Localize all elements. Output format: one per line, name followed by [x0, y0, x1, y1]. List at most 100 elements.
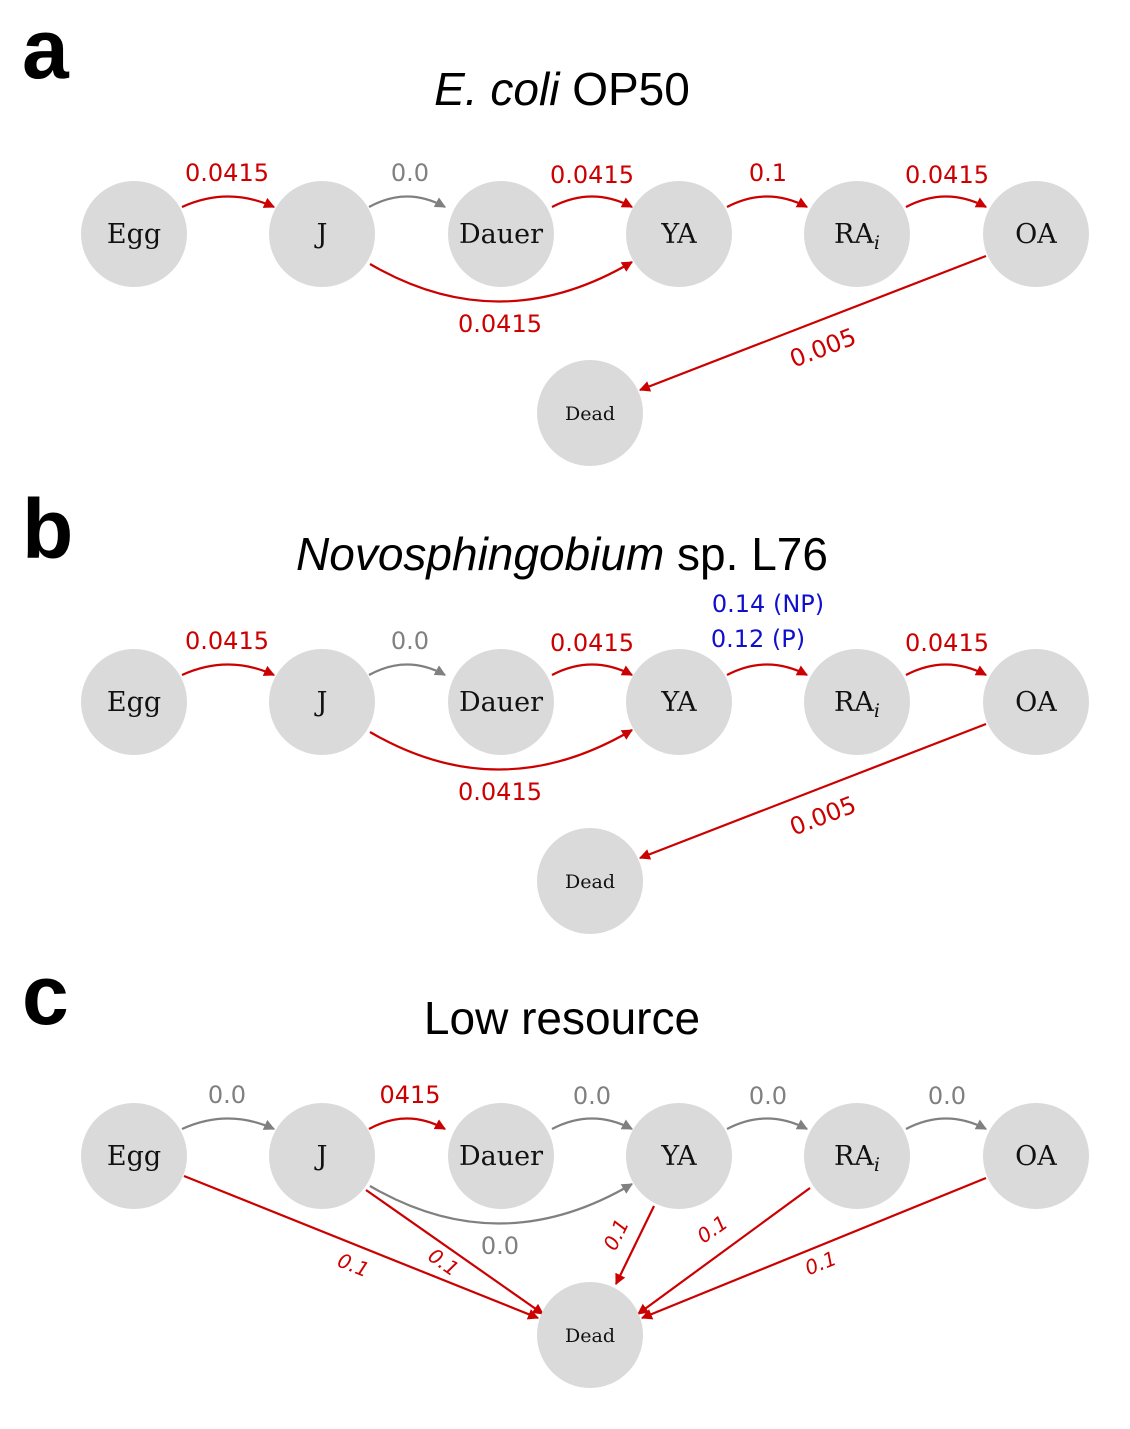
node-dead: Dead [537, 1282, 643, 1388]
node-label: Dauer [459, 1141, 543, 1172]
panel-letter: b [22, 482, 73, 576]
panel-title-italic: Novosphingobium [296, 528, 664, 580]
node-ra: RAi [804, 649, 910, 755]
rate-ya-ra-p: 0.12 (P) [711, 625, 805, 653]
rate-ra-oa: 0.0415 [905, 629, 989, 657]
rate-dauer-ya: 0.0 [573, 1082, 611, 1110]
node-label: OA [1015, 219, 1057, 250]
rate-egg-dead: 0.1 [334, 1248, 372, 1282]
node-label: RAi [834, 687, 880, 722]
edge-ya-ra [726, 195, 808, 208]
rate-ya-ra: 0.1 [749, 159, 787, 187]
node-ya: YA [626, 181, 732, 287]
node-egg: Egg [81, 1103, 187, 1209]
rate-egg-j: 0.0 [208, 1081, 246, 1109]
edge-ra-oa [905, 195, 987, 208]
node-j: J [269, 1103, 375, 1209]
rate-ra-oa: 0.0415 [905, 161, 989, 189]
edge-oa-dead [638, 722, 987, 860]
node-dead: Dead [537, 828, 643, 934]
panel-title-rest: sp. L76 [664, 528, 828, 580]
node-ya: YA [626, 649, 732, 755]
edge-ya-ra [726, 663, 808, 676]
edge-j-ya [369, 1183, 633, 1225]
edge-j-ya [369, 729, 633, 771]
rate-j-dauer: 0.0 [391, 159, 429, 187]
node-label: Dead [565, 1325, 615, 1347]
node-label: Egg [107, 687, 161, 718]
node-label: Dauer [459, 687, 543, 718]
rate-egg-j: 0.0415 [185, 627, 269, 655]
edge-ra-dead [637, 1187, 811, 1315]
node-dauer: Dauer [448, 181, 554, 287]
edge-j-dauer [368, 195, 446, 208]
node-label: OA [1015, 687, 1057, 718]
rate-j-ya: 0.0 [481, 1232, 519, 1260]
panel-title: Low resource [424, 992, 700, 1044]
node-label: OA [1015, 1141, 1057, 1172]
node-egg: Egg [81, 649, 187, 755]
node-label: J [314, 687, 328, 718]
panel-title-italic: E. coli [434, 63, 561, 115]
edge-ya-dead [615, 1205, 655, 1285]
rate-dauer-ya: 0.0415 [550, 629, 634, 657]
node-label: YA [660, 1141, 697, 1172]
node-label: Egg [107, 1141, 161, 1172]
edge-ra-oa [905, 663, 987, 676]
node-ra: RAi [804, 1103, 910, 1209]
node-label: YA [660, 219, 697, 250]
node-dead: Dead [537, 360, 643, 466]
edge-egg-j [181, 195, 276, 209]
node-j: J [269, 649, 375, 755]
node-label: Dead [565, 403, 615, 425]
edge-egg-j [181, 1117, 276, 1131]
rate-j-dauer: 0415 [379, 1081, 440, 1109]
rate-j-ya: 0.0415 [458, 310, 542, 338]
edge-j-ya [369, 261, 633, 303]
edge-ra-oa [905, 1117, 987, 1130]
edge-j-dauer [368, 1117, 446, 1130]
node-oa: OA [983, 181, 1089, 287]
rate-egg-j: 0.0415 [185, 159, 269, 187]
edge-egg-j [181, 663, 276, 677]
node-label: RAi [834, 1141, 880, 1176]
edge-oa-dead [638, 254, 987, 392]
rate-j-dauer: 0.0 [391, 627, 429, 655]
node-label: RAi [834, 219, 880, 254]
node-oa: OA [983, 649, 1089, 755]
panel-title: Novosphingobium sp. L76 [296, 528, 828, 580]
edge-dauer-ya [551, 663, 633, 676]
edge-egg-dead [183, 1174, 540, 1320]
node-label: Dead [565, 871, 615, 893]
edge-j-dead [365, 1189, 544, 1315]
node-label: J [314, 1141, 328, 1172]
panel-letter: c [22, 948, 69, 1042]
node-label: Egg [107, 219, 161, 250]
node-dauer: Dauer [448, 1103, 554, 1209]
node-egg: Egg [81, 181, 187, 287]
rate-dauer-ya: 0.0415 [550, 161, 634, 189]
node-ya: YA [626, 1103, 732, 1209]
panel-a: a E. coli OP50 0.0415 0.0 0.0415 0.1 0.0… [22, 2, 1089, 466]
panel-letter: a [22, 2, 70, 96]
node-label: YA [660, 687, 697, 718]
edge-j-dauer [368, 663, 446, 676]
panel-title-rest: OP50 [559, 63, 689, 115]
node-dauer: Dauer [448, 649, 554, 755]
node-oa: OA [983, 1103, 1089, 1209]
rate-ya-ra: 0.0 [749, 1082, 787, 1110]
panel-b: b Novosphingobium sp. L76 0.0415 0.0 0.0… [22, 482, 1089, 934]
node-j: J [269, 181, 375, 287]
rate-ya-dead: 0.1 [598, 1215, 634, 1254]
node-ra: RAi [804, 181, 910, 287]
node-label: J [314, 219, 328, 250]
edge-oa-dead [640, 1176, 987, 1320]
rate-ra-dead: 0.1 [693, 1210, 733, 1248]
edge-dauer-ya [551, 1117, 633, 1130]
edge-dauer-ya [551, 195, 633, 208]
rate-j-ya: 0.0415 [458, 778, 542, 806]
edge-ya-ra [726, 1117, 808, 1130]
panel-title: E. coli OP50 [434, 63, 690, 115]
panel-c: c Low resource 0.0 0415 0.0 0.0 0.0 0.0 … [22, 948, 1089, 1388]
